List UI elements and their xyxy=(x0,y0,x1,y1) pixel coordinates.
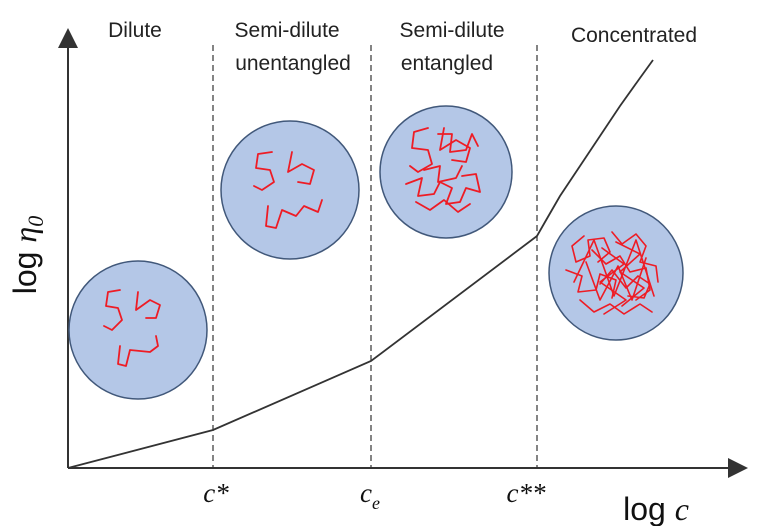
tick-label-c-double-star: c** xyxy=(507,478,546,508)
y-axis-title: log η0 xyxy=(7,216,48,294)
polymer-blob-semi-dilute-unentangled xyxy=(220,120,360,260)
x-axis-title: log c xyxy=(623,491,689,526)
region-label-dilute: Dilute xyxy=(108,19,162,42)
region-label-semi-dilute-unentangled: Semi-dilute unentangled xyxy=(235,19,351,75)
polymer-blob-dilute xyxy=(68,260,208,400)
region-label-semi-dilute-entangled: Semi-dilute entangled xyxy=(400,19,511,75)
region-label-concentrated: Concentrated xyxy=(571,24,697,47)
tick-label-c-star: c* xyxy=(203,478,229,508)
polymer-blob-semi-dilute-entangled xyxy=(379,105,513,239)
viscosity-curve xyxy=(67,59,654,469)
polymer-blob-concentrated xyxy=(548,205,684,341)
tick-label-c-e: ce xyxy=(360,478,380,513)
